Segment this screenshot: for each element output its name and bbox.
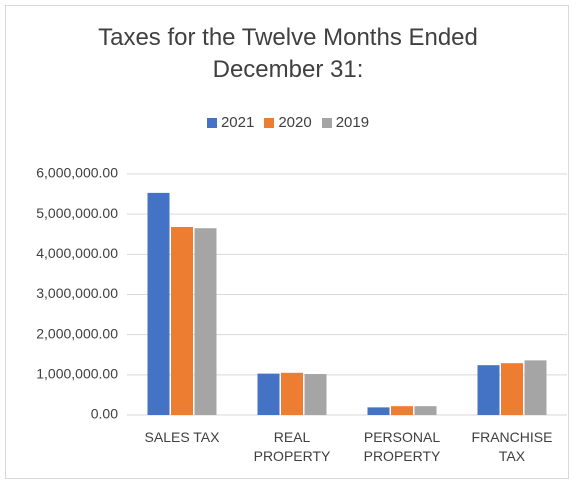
bar xyxy=(414,406,437,415)
legend-swatch xyxy=(206,117,217,128)
legend-swatch xyxy=(264,117,275,128)
bar xyxy=(171,227,193,415)
x-tick-label: SALES TAX xyxy=(144,429,220,445)
y-tick-label: 3,000,000.00 xyxy=(36,285,118,301)
x-tick-label: PERSONAL PROPERTY xyxy=(363,429,441,464)
legend: 2021 2020 2019 xyxy=(0,114,576,131)
bar xyxy=(257,373,280,415)
chart-title: Taxes for the Twelve Months Ended Decemb… xyxy=(98,24,478,83)
bar xyxy=(281,372,303,415)
bar xyxy=(501,363,523,415)
bar xyxy=(147,192,170,415)
bar xyxy=(391,406,413,415)
y-tick-label: 6,000,000.00 xyxy=(36,165,118,181)
bar xyxy=(304,374,327,415)
y-tick-label: 2,000,000.00 xyxy=(36,325,118,341)
legend-label: 2020 xyxy=(278,114,312,131)
bar xyxy=(524,360,547,415)
chart-frame xyxy=(5,5,569,479)
y-tick-label: 1,000,000.00 xyxy=(36,366,118,382)
legend-label: 2019 xyxy=(335,114,370,131)
x-tick-label: REAL PROPERTY xyxy=(253,429,331,464)
legend-swatch xyxy=(321,117,332,128)
bar xyxy=(477,365,500,415)
bar xyxy=(367,407,390,415)
x-tick-label: FRANCHISE TAX xyxy=(471,429,553,464)
legend-item: 2021 xyxy=(206,114,255,131)
legend-item: 2020 xyxy=(264,114,312,131)
legend-item: 2019 xyxy=(321,114,370,131)
y-tick-label: 4,000,000.00 xyxy=(36,245,118,261)
bar xyxy=(194,228,217,415)
y-tick-label: 5,000,000.00 xyxy=(36,205,118,221)
y-tick-label: 0.00 xyxy=(91,406,118,422)
legend-label: 2021 xyxy=(220,114,255,131)
